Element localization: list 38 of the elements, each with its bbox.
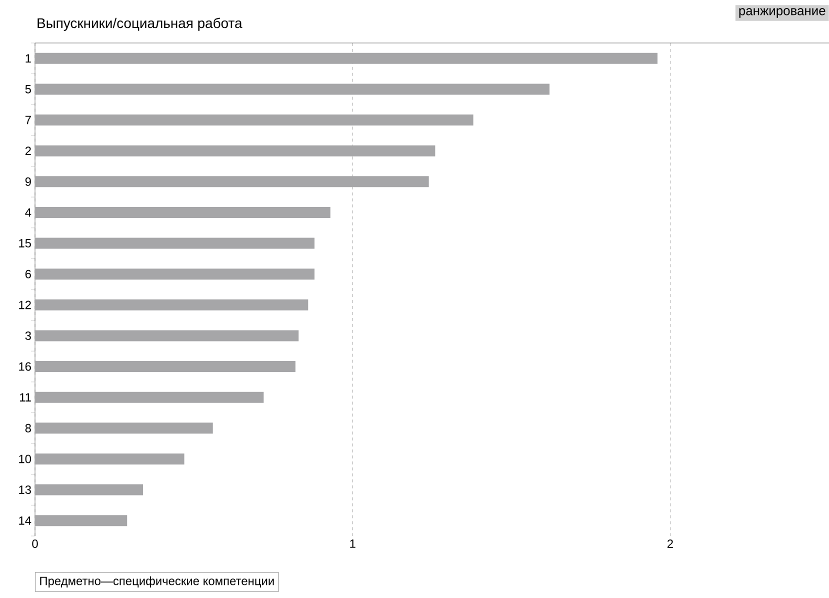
- y-tick-label: 15: [19, 239, 31, 248]
- bar: [35, 453, 184, 464]
- y-tick-label: 12: [19, 300, 31, 310]
- y-tick-label: 16: [19, 362, 31, 371]
- y-tick-label: 5: [25, 85, 31, 94]
- x-tick-label: 0: [32, 540, 38, 548]
- bar: [35, 52, 658, 64]
- bar: [35, 515, 128, 526]
- bar: [35, 206, 330, 218]
- bar: [35, 176, 429, 188]
- bar: [35, 422, 213, 434]
- y-tick-label: 13: [19, 486, 31, 494]
- y-tick-label: 8: [25, 424, 31, 432]
- y-tick-label: 6: [25, 270, 31, 278]
- chart-title: Выпускники/социальная работа: [38, 18, 242, 31]
- bar: [35, 484, 143, 496]
- x-tick-label: 1: [350, 540, 356, 548]
- bar: [35, 268, 314, 280]
- bar: [35, 330, 299, 342]
- y-tick-label: 14: [19, 516, 32, 525]
- y-tick-label: 3: [25, 331, 31, 340]
- y-tick-label: 11: [20, 393, 31, 402]
- x-axis-title: Предметно—специфические компетенции: [40, 576, 274, 588]
- text: ранжирование: [739, 8, 826, 18]
- bar: [35, 238, 314, 249]
- bar: [35, 361, 296, 372]
- bar: [35, 114, 474, 126]
- y-tick-label: 7: [25, 116, 31, 124]
- x-tick-label: 2: [667, 540, 673, 548]
- y-tick-label: 1: [26, 54, 31, 63]
- y-tick-label: 4: [25, 208, 32, 217]
- bar: [35, 299, 308, 310]
- y-tick-label: 9: [25, 177, 31, 186]
- bar: [35, 84, 550, 95]
- bar: [35, 392, 264, 403]
- y-tick-label: 2: [25, 146, 31, 156]
- y-tick-label: 10: [19, 454, 32, 464]
- bar: [35, 145, 436, 156]
